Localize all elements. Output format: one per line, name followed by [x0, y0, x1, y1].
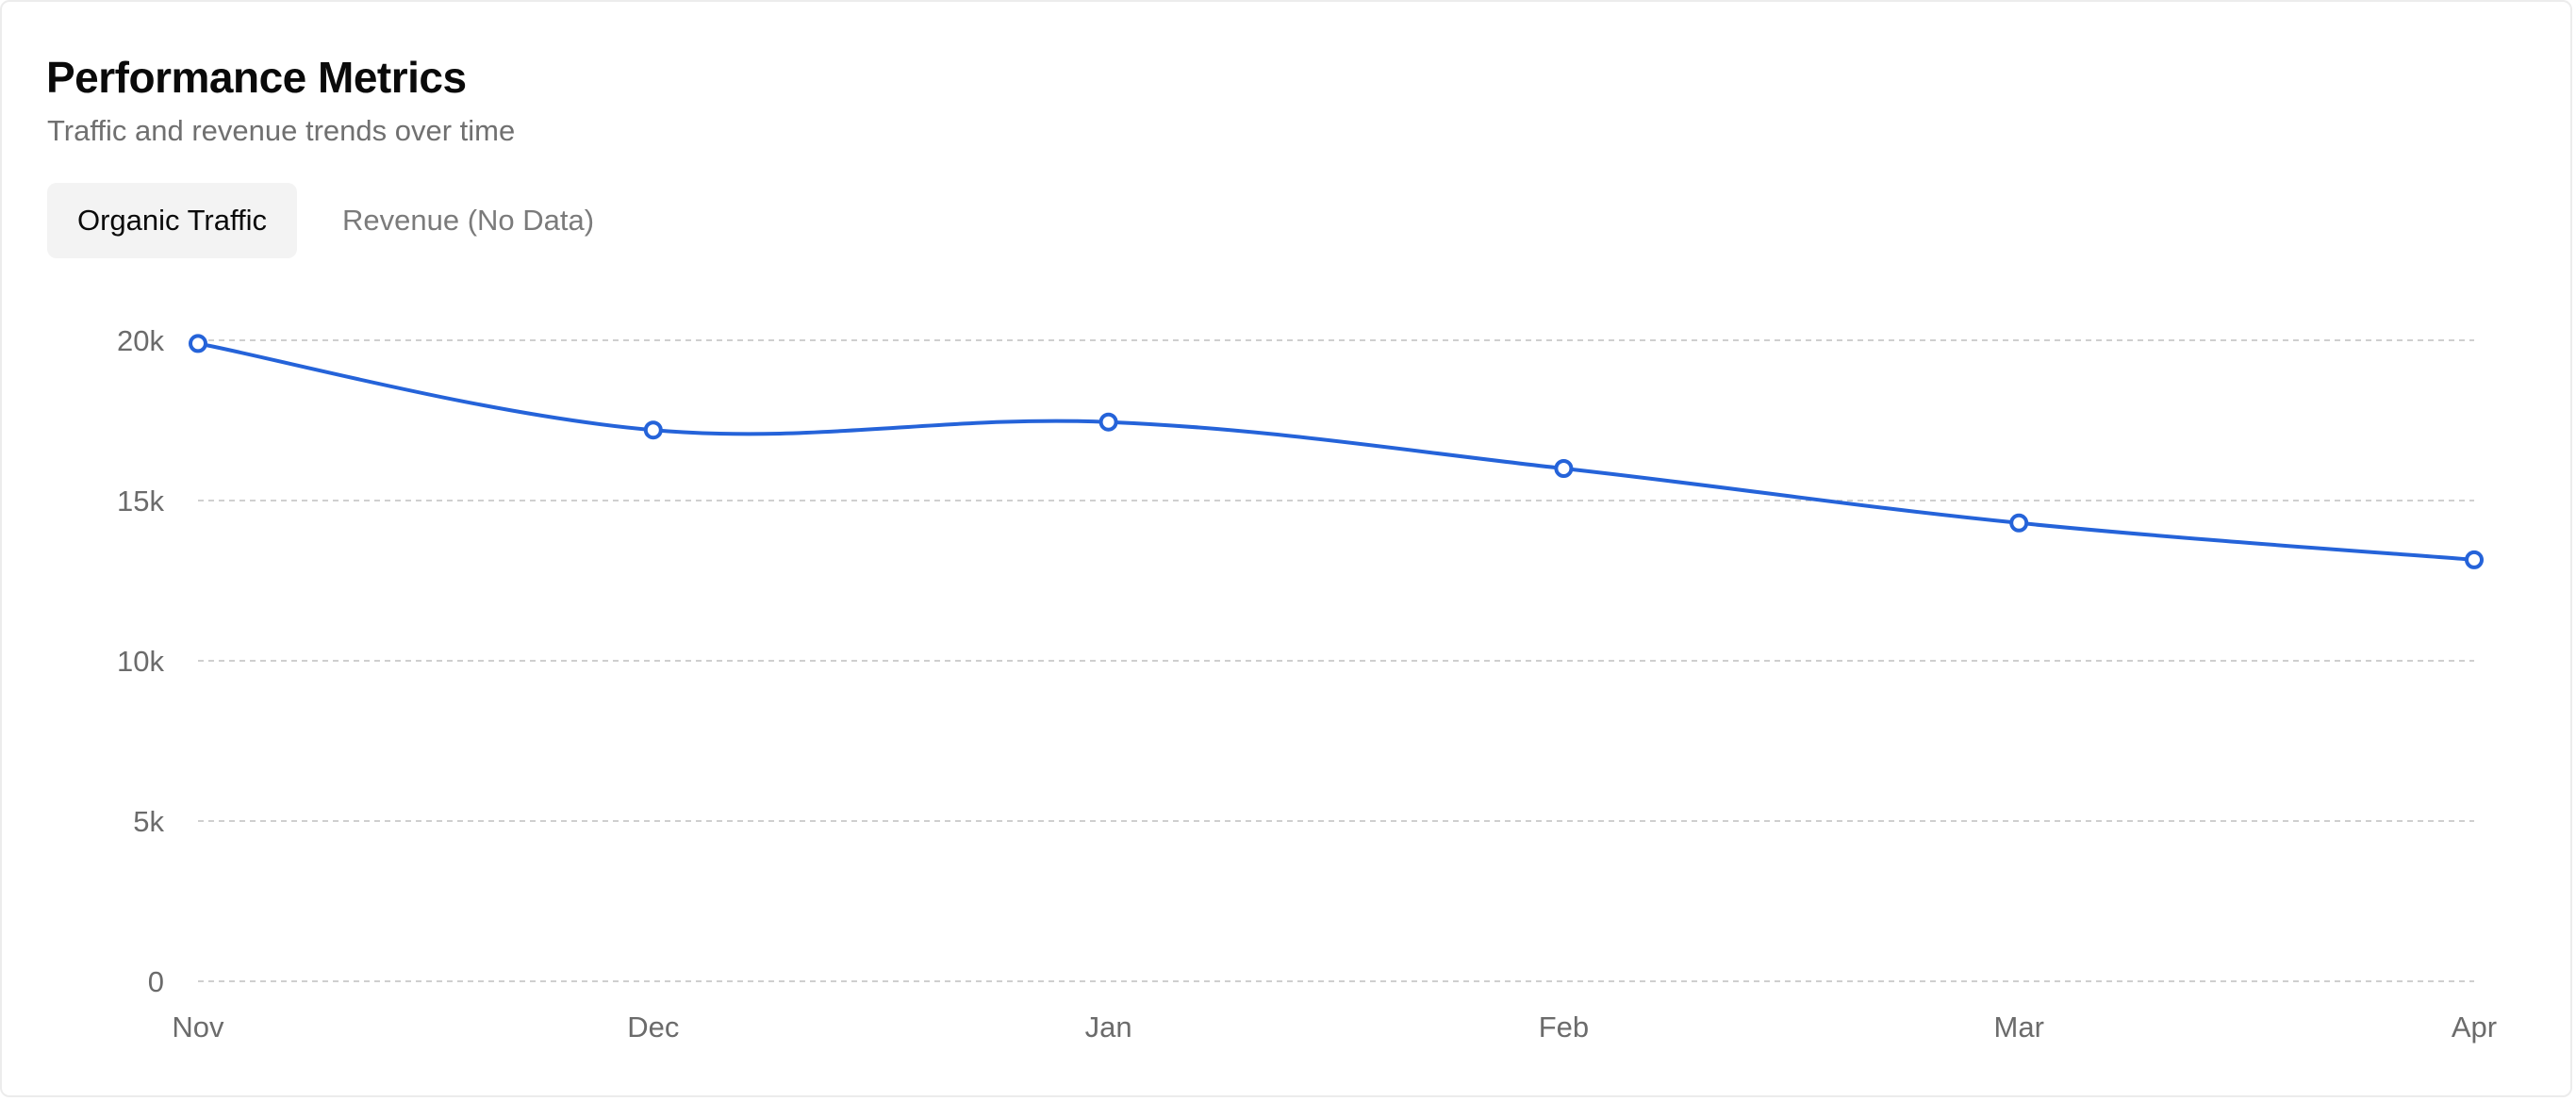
y-tick-label: 0	[148, 965, 164, 998]
y-tick-label: 15k	[117, 485, 164, 518]
line-chart-svg: 0 5k 10k 15k 20k Nov Dec Jan Feb Mar Apr	[117, 324, 2497, 1043]
y-tick-label: 10k	[117, 645, 164, 678]
y-tick-label: 20k	[117, 324, 164, 357]
y-tick-label: 5k	[133, 805, 164, 838]
x-tick-label: Apr	[2452, 1011, 2497, 1043]
data-point[interactable]	[643, 420, 663, 440]
metric-tabs: Organic Traffic Revenue (No Data)	[47, 183, 624, 258]
data-point[interactable]	[2465, 550, 2484, 569]
grid-lines	[198, 339, 2474, 982]
data-point[interactable]	[1098, 412, 1118, 432]
x-tick-label: Dec	[627, 1011, 679, 1043]
tab-organic-traffic[interactable]: Organic Traffic	[47, 183, 298, 258]
x-tick-label: Mar	[1994, 1011, 2044, 1043]
x-tick-label: Feb	[1539, 1011, 1589, 1043]
page-title: Performance Metrics	[46, 53, 467, 102]
x-axis-ticks: Nov Dec Jan Feb Mar Apr	[172, 1011, 2497, 1043]
line-chart: 0 5k 10k 15k 20k Nov Dec Jan Feb Mar Apr	[2, 285, 2574, 1067]
y-axis-ticks: 0 5k 10k 15k 20k	[117, 324, 164, 998]
series-line	[196, 341, 2476, 562]
series-layer	[189, 334, 2484, 569]
data-point[interactable]	[1554, 459, 1574, 478]
x-tick-label: Nov	[172, 1011, 224, 1043]
x-tick-label: Jan	[1085, 1011, 1132, 1043]
data-point[interactable]	[189, 334, 207, 353]
data-point[interactable]	[2009, 513, 2029, 533]
page-subtitle: Traffic and revenue trends over time	[47, 114, 516, 147]
tab-revenue[interactable]: Revenue (No Data)	[342, 204, 595, 237]
